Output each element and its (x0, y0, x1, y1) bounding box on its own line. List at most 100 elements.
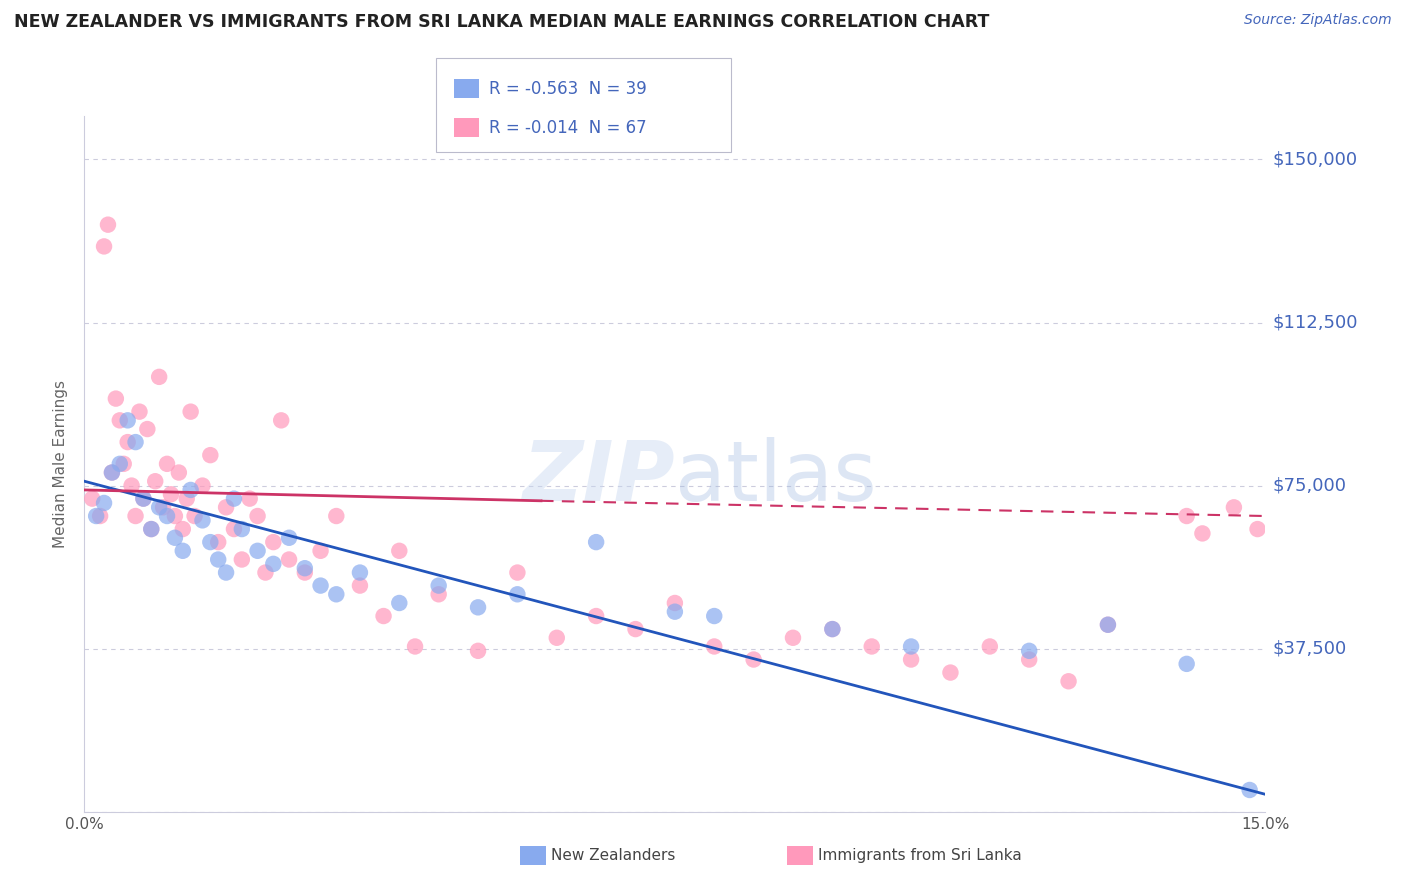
Point (1175, 508, 1198, 523)
Point (246, 508, 269, 523)
Point (183, 508, 205, 523)
Point (294, 566, 316, 580)
Point (207, 535, 229, 549)
Point (585, 535, 607, 549)
Point (124, 508, 146, 523)
Point (404, 640, 426, 654)
Point (349, 566, 371, 580)
Point (172, 522, 194, 536)
Point (191, 513, 214, 527)
Point (222, 491, 245, 506)
Point (108, 413, 131, 427)
Point (163, 531, 186, 545)
Point (207, 552, 229, 566)
Point (782, 631, 804, 645)
Text: $150,000: $150,000 (1272, 151, 1358, 169)
Point (506, 566, 529, 580)
Point (143, 475, 166, 489)
Point (176, 491, 198, 506)
Point (373, 609, 395, 624)
Point (278, 531, 301, 545)
Text: R = -0.014  N = 67: R = -0.014 N = 67 (489, 119, 647, 136)
Text: $37,500: $37,500 (1272, 640, 1347, 657)
Point (703, 640, 725, 654)
Point (163, 508, 186, 523)
Point (112, 457, 135, 471)
Point (506, 587, 529, 601)
Point (1018, 652, 1040, 666)
Point (427, 579, 450, 593)
Point (82, 491, 104, 506)
Point (309, 544, 332, 558)
Point (1097, 617, 1119, 632)
Point (1223, 500, 1246, 515)
Point (180, 405, 202, 419)
Point (97, 218, 120, 232)
Text: atlas: atlas (675, 437, 876, 518)
Point (152, 500, 174, 515)
Point (136, 422, 159, 436)
Point (200, 448, 222, 462)
Point (703, 609, 725, 624)
Point (117, 435, 139, 450)
Point (156, 508, 179, 523)
Point (117, 413, 139, 427)
Point (1097, 617, 1119, 632)
Point (141, 522, 163, 536)
Point (585, 609, 607, 624)
Point (270, 413, 292, 427)
Point (325, 587, 347, 601)
Point (325, 508, 347, 523)
Point (101, 466, 124, 480)
Point (141, 522, 163, 536)
Point (624, 622, 647, 636)
Point (742, 652, 765, 666)
Point (104, 392, 127, 406)
Text: $112,500: $112,500 (1272, 313, 1358, 332)
Text: Source: ZipAtlas.com: Source: ZipAtlas.com (1244, 13, 1392, 28)
Point (262, 557, 284, 571)
Point (664, 596, 686, 610)
Point (156, 457, 179, 471)
Point (93, 239, 115, 253)
Point (191, 478, 214, 492)
Point (979, 640, 1001, 654)
Point (900, 652, 922, 666)
Point (821, 622, 844, 636)
Text: R = -0.563  N = 39: R = -0.563 N = 39 (489, 79, 647, 97)
Point (148, 369, 170, 384)
Point (222, 522, 245, 536)
Point (254, 566, 277, 580)
Point (546, 631, 568, 645)
Point (294, 561, 316, 575)
Point (1057, 674, 1080, 689)
Point (1018, 644, 1040, 658)
Point (231, 522, 253, 536)
Point (132, 491, 155, 506)
Y-axis label: Median Male Earnings: Median Male Earnings (53, 380, 69, 548)
Point (262, 535, 284, 549)
Point (215, 566, 238, 580)
Point (180, 483, 202, 497)
Point (101, 466, 124, 480)
Text: NEW ZEALANDER VS IMMIGRANTS FROM SRI LANKA MEDIAN MALE EARNINGS CORRELATION CHAR: NEW ZEALANDER VS IMMIGRANTS FROM SRI LAN… (14, 13, 990, 31)
Point (84, 508, 107, 523)
Point (148, 500, 170, 515)
Point (121, 478, 143, 492)
Point (309, 579, 332, 593)
Point (388, 596, 411, 610)
Point (231, 552, 253, 566)
Point (167, 466, 190, 480)
Point (108, 457, 131, 471)
Text: $75,000: $75,000 (1272, 476, 1347, 494)
Text: Immigrants from Sri Lanka: Immigrants from Sri Lanka (818, 848, 1022, 863)
Point (427, 587, 450, 601)
Point (1175, 657, 1198, 671)
Point (664, 605, 686, 619)
Text: New Zealanders: New Zealanders (551, 848, 675, 863)
Point (246, 544, 269, 558)
Point (239, 491, 262, 506)
Point (467, 644, 489, 658)
Point (124, 435, 146, 450)
Text: ZIP: ZIP (522, 437, 675, 518)
